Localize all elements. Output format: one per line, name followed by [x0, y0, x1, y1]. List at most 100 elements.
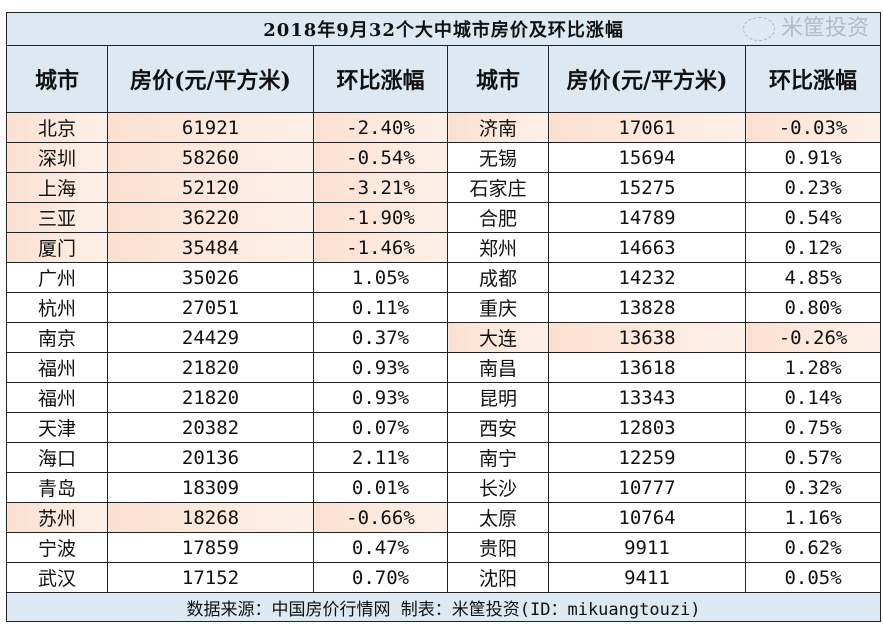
- cell-change: -1.46%: [313, 232, 448, 263]
- cell-city: 福州: [6, 352, 108, 383]
- cell-city: 厦门: [6, 232, 108, 263]
- cell-price: 17152: [107, 562, 314, 593]
- cell-change: 1.05%: [313, 262, 448, 293]
- cell-city: 宁波: [6, 532, 108, 563]
- cell-change: -3.21%: [313, 172, 448, 203]
- cell-price: 15275: [548, 172, 746, 203]
- cell-change: 0.91%: [744, 142, 882, 173]
- table-row: 厦门 35484 -1.46% 郑州 14663 0.12%: [6, 232, 882, 263]
- cell-price: 17061: [548, 112, 746, 143]
- table-row: 三亚 36220 -1.90% 合肥 14789 0.54%: [6, 202, 882, 233]
- cell-city: 大连: [447, 322, 549, 353]
- cell-price: 21820: [107, 352, 314, 383]
- cell-change: -0.26%: [744, 322, 882, 353]
- cell-city: 长沙: [447, 472, 549, 503]
- column-header: 城市: [447, 45, 549, 113]
- cell-price: 14232: [548, 262, 746, 293]
- table-row: 青岛 18309 0.01% 长沙 10777 0.32%: [6, 472, 882, 503]
- cell-price: 36220: [107, 202, 314, 233]
- cell-city: 海口: [6, 442, 108, 473]
- cell-city: 天津: [6, 412, 108, 443]
- cell-change: 0.75%: [744, 412, 882, 443]
- column-header: 房价(元/平方米): [548, 45, 746, 113]
- cell-city: 郑州: [447, 232, 549, 263]
- cell-change: 0.07%: [313, 412, 448, 443]
- cell-city: 武汉: [6, 562, 108, 593]
- cell-price: 10777: [548, 472, 746, 503]
- cell-change: 0.62%: [744, 532, 882, 563]
- cell-price: 20136: [107, 442, 314, 473]
- table-row: 福州 21820 0.93% 昆明 13343 0.14%: [6, 382, 882, 413]
- cell-price: 9411: [548, 562, 746, 593]
- cell-change: 0.32%: [744, 472, 882, 503]
- cell-price: 35484: [107, 232, 314, 263]
- column-header: 房价(元/平方米): [107, 45, 314, 113]
- cell-city: 合肥: [447, 202, 549, 233]
- cell-change: -0.66%: [313, 502, 448, 533]
- cell-change: 0.47%: [313, 532, 448, 563]
- table-row: 海口 20136 2.11% 南宁 12259 0.57%: [6, 442, 882, 473]
- table-row: 北京 61921 -2.40% 济南 17061 -0.03%: [6, 112, 882, 143]
- cell-city: 成都: [447, 262, 549, 293]
- cell-price: 24429: [107, 322, 314, 353]
- cell-price: 12803: [548, 412, 746, 443]
- cell-city: 太原: [447, 502, 549, 533]
- table-row: 苏州 18268 -0.66% 太原 10764 1.16%: [6, 502, 882, 533]
- cell-price: 17859: [107, 532, 314, 563]
- cell-city: 贵阳: [447, 532, 549, 563]
- cell-change: 0.14%: [744, 382, 882, 413]
- cell-change: 0.11%: [313, 292, 448, 323]
- cell-price: 52120: [107, 172, 314, 203]
- wechat-icon: [742, 17, 775, 41]
- table-row: 宁波 17859 0.47% 贵阳 9911 0.62%: [6, 532, 882, 563]
- cell-city: 福州: [6, 382, 108, 413]
- cell-price: 13828: [548, 292, 746, 323]
- cell-city: 重庆: [447, 292, 549, 323]
- cell-city: 苏州: [6, 502, 108, 533]
- cell-change: 0.93%: [313, 352, 448, 383]
- cell-change: 0.12%: [744, 232, 882, 263]
- cell-change: 0.23%: [744, 172, 882, 203]
- cell-change: -2.40%: [313, 112, 448, 143]
- table-title: 2018年9月32个大中城市房价及环比涨幅: [5, 12, 882, 46]
- column-header: 城市: [6, 45, 108, 113]
- cell-city: 青岛: [6, 472, 108, 503]
- cell-change: 0.05%: [744, 562, 882, 593]
- table-row: 广州 35026 1.05% 成都 14232 4.85%: [6, 262, 882, 293]
- cell-city: 杭州: [6, 292, 108, 323]
- cell-price: 61921: [107, 112, 314, 143]
- cell-change: 0.54%: [744, 202, 882, 233]
- cell-price: 35026: [107, 262, 314, 293]
- cell-change: 0.93%: [313, 382, 448, 413]
- cell-price: 10764: [548, 502, 746, 533]
- housing-price-table: 2018年9月32个大中城市房价及环比涨幅 城市 房价(元/平方米) 环比涨幅 城市房…: [5, 12, 882, 622]
- table-row: 南京 24429 0.37% 大连 13638 -0.26%: [6, 322, 882, 353]
- cell-change: -1.90%: [313, 202, 448, 233]
- cell-price: 15694: [548, 142, 746, 173]
- cell-price: 14663: [548, 232, 746, 263]
- cell-city: 无锡: [447, 142, 549, 173]
- cell-price: 13618: [548, 352, 746, 383]
- cell-change: 2.11%: [313, 442, 448, 473]
- watermark: 米筐投资: [742, 14, 869, 44]
- cell-change: 1.28%: [744, 352, 882, 383]
- cell-price: 20382: [107, 412, 314, 443]
- cell-city: 西安: [447, 412, 549, 443]
- table-row: 天津 20382 0.07% 西安 12803 0.75%: [6, 412, 882, 443]
- cell-city: 沈阳: [447, 562, 549, 593]
- cell-city: 北京: [6, 112, 108, 143]
- cell-city: 深圳: [6, 142, 108, 173]
- watermark-text: 米筐投资: [780, 16, 869, 41]
- column-header: 环比涨幅: [313, 45, 448, 113]
- cell-city: 昆明: [447, 382, 549, 413]
- table-row: 武汉 17152 0.70% 沈阳 9411 0.05%: [6, 562, 882, 593]
- cell-city: 济南: [447, 112, 549, 143]
- cell-change: 0.01%: [313, 472, 448, 503]
- cell-change: 0.57%: [744, 442, 882, 473]
- cell-city: 上海: [6, 172, 108, 203]
- cell-price: 9911: [548, 532, 746, 563]
- cell-city: 南京: [6, 322, 108, 353]
- cell-change: 0.70%: [313, 562, 448, 593]
- cell-city: 南宁: [447, 442, 549, 473]
- cell-price: 18309: [107, 472, 314, 503]
